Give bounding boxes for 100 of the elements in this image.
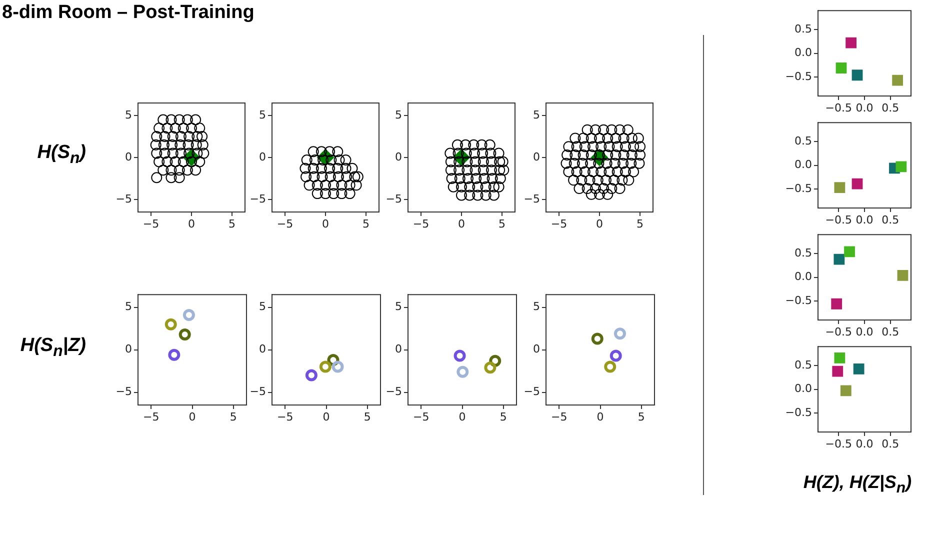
point [320,180,331,191]
point [332,146,344,158]
point [477,148,488,159]
y-tick-label: 0 [125,150,132,164]
point [168,348,180,361]
y-tick-label: −5 [524,385,540,398]
y-tick-label: 0.0 [794,270,812,284]
y-tick-label: 0 [125,342,132,356]
y-tick-label: 0.5 [794,358,812,372]
x-tick-label: −0.5 [825,101,852,114]
y-tick-label: 0.0 [794,158,812,172]
point [486,164,497,176]
point [852,178,863,190]
y-tick-label: −0.5 [785,294,812,307]
y-tick-label: 0 [259,150,266,164]
x-tick-label: 0.5 [882,213,900,226]
x-tick-label: 0.0 [856,325,874,338]
point [174,139,186,150]
point [480,190,492,201]
point [166,164,177,176]
y-tick-label: 5 [259,300,266,314]
y-tick-label: 0 [533,150,540,164]
point [178,328,191,341]
point [468,139,480,150]
x-tick-label: −5 [142,217,160,230]
point [151,172,162,184]
point [154,122,165,134]
point [352,171,364,182]
x-tick-label: 5 [228,217,236,230]
point [167,148,178,159]
y-axis-title: H(S$_{n}$|Z) [20,334,86,360]
x-tick-label: 0.5 [882,101,900,114]
point [478,156,489,168]
point [464,190,476,201]
point [485,148,496,159]
point [456,190,467,201]
point [190,114,202,126]
point [197,139,208,150]
point [445,164,456,176]
point [319,360,332,373]
point [162,122,173,134]
point [324,171,336,182]
point [159,131,170,142]
point [182,114,193,126]
point [344,188,356,200]
x-tick-label: 0 [322,217,329,230]
point [454,164,465,176]
y-tick-label: 0 [395,342,402,356]
point [178,122,189,134]
point [896,161,907,172]
point [150,139,162,150]
y-tick-label: −5 [524,192,540,206]
point [175,148,186,159]
x-tick-label: −5 [277,410,294,424]
point [484,139,496,150]
point [300,171,312,182]
x-tick-label: −5 [412,217,430,230]
point [316,146,327,158]
y-tick-label: −5 [250,385,266,398]
point [470,156,481,168]
point [344,180,356,191]
point [478,172,490,184]
y-tick-label: −0.5 [785,70,812,83]
y-tick-label: −5 [250,192,266,206]
point [349,171,360,182]
x-tick-label: −5 [551,410,568,424]
point [852,70,863,81]
point [892,74,904,86]
y-tick-label: 0.5 [794,246,812,260]
point [832,366,844,377]
x-tick-label: 0 [188,410,196,424]
x-tick-label: 5 [638,410,645,424]
x-tick-label: 0 [596,217,603,230]
point [158,114,169,126]
point [488,181,500,192]
point [476,139,488,150]
point [332,360,344,373]
x-tick-label: 0.0 [856,101,874,114]
point [470,172,482,184]
y-tick-label: −5 [116,192,132,206]
x-tick-label: 0 [596,410,604,424]
point [472,190,484,201]
point [456,366,469,378]
point [340,154,352,166]
point [304,180,315,191]
x-tick-label: −5 [550,217,568,230]
x-tick-label: −0.5 [825,325,852,338]
point [493,181,504,192]
point [158,164,169,176]
point [328,180,340,191]
point [334,154,345,166]
point [194,122,206,134]
point [182,139,194,150]
point [164,318,177,330]
point [452,139,463,150]
point [312,188,323,200]
x-tick-label: 0.5 [882,325,900,338]
point [151,131,162,142]
y-tick-label: 0 [533,342,540,356]
point [320,188,331,200]
